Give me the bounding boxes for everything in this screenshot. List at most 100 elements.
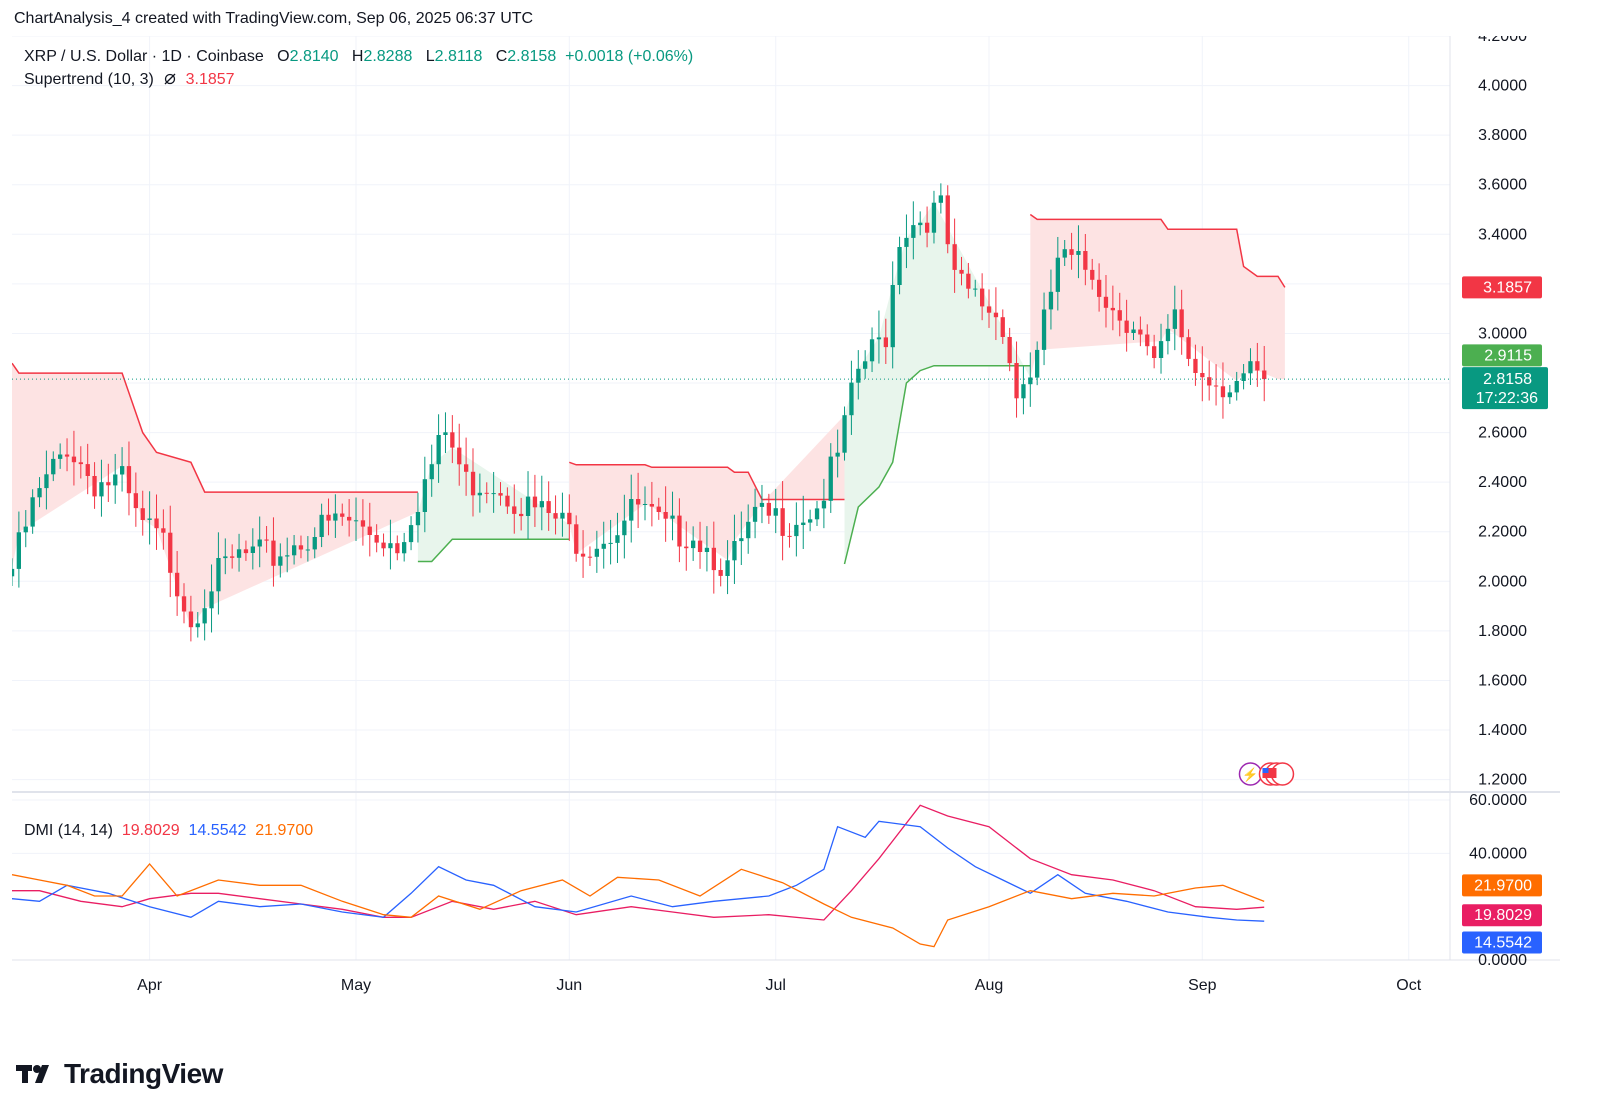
candle-body[interactable] bbox=[422, 479, 427, 512]
candle-body[interactable] bbox=[175, 572, 180, 597]
candle-body[interactable] bbox=[959, 269, 964, 274]
candle-body[interactable] bbox=[869, 339, 875, 362]
candle-body[interactable] bbox=[99, 482, 104, 497]
candle-body[interactable] bbox=[821, 500, 827, 509]
supertrend-label[interactable]: Supertrend (10, 3) bbox=[24, 71, 154, 88]
candle-body[interactable] bbox=[1158, 341, 1164, 358]
candle-body[interactable] bbox=[340, 513, 345, 517]
candle-body[interactable] bbox=[663, 512, 668, 519]
dmi-label[interactable]: DMI (14, 14) bbox=[24, 822, 113, 839]
candle-body[interactable] bbox=[1041, 309, 1047, 350]
candle-body[interactable] bbox=[1000, 317, 1005, 337]
candle-body[interactable] bbox=[1200, 373, 1205, 378]
candle-body[interactable] bbox=[429, 464, 434, 480]
candle-body[interactable] bbox=[484, 492, 489, 494]
candle-body[interactable] bbox=[1241, 373, 1246, 381]
candle-body[interactable] bbox=[23, 526, 28, 533]
candle-body[interactable] bbox=[415, 512, 421, 526]
candle-body[interactable] bbox=[842, 415, 847, 453]
candle-body[interactable] bbox=[505, 495, 510, 507]
candle-body[interactable] bbox=[952, 244, 957, 270]
candle-body[interactable] bbox=[216, 558, 221, 592]
candle-body[interactable] bbox=[450, 432, 455, 448]
candle-body[interactable] bbox=[1110, 307, 1115, 311]
candle-body[interactable] bbox=[181, 596, 187, 612]
candle-body[interactable] bbox=[594, 548, 599, 557]
candle-body[interactable] bbox=[250, 546, 255, 554]
candle-body[interactable] bbox=[642, 504, 648, 505]
candle-body[interactable] bbox=[856, 368, 861, 383]
candle-body[interactable] bbox=[85, 464, 90, 476]
candle-body[interactable] bbox=[209, 591, 214, 609]
candle-body[interactable] bbox=[1124, 320, 1129, 333]
candle-body[interactable] bbox=[986, 306, 992, 313]
candle-body[interactable] bbox=[298, 545, 304, 550]
candle-body[interactable] bbox=[464, 464, 469, 472]
candle-body[interactable] bbox=[71, 456, 77, 463]
candle-body[interactable] bbox=[580, 553, 586, 557]
candle-body[interactable] bbox=[243, 549, 249, 554]
candle-body[interactable] bbox=[236, 549, 242, 558]
symbol-name[interactable]: XRP / U.S. Dollar · 1D · Coinbase bbox=[24, 48, 264, 65]
candle-body[interactable] bbox=[9, 568, 15, 577]
candle-body[interactable] bbox=[773, 508, 778, 516]
candle-body[interactable] bbox=[223, 556, 228, 559]
candle-body[interactable] bbox=[147, 518, 152, 520]
candle-body[interactable] bbox=[911, 225, 916, 238]
candle-body[interactable] bbox=[326, 514, 331, 521]
eye-off-icon[interactable] bbox=[163, 72, 177, 91]
candle-body[interactable] bbox=[120, 466, 125, 475]
candle-body[interactable] bbox=[787, 535, 792, 537]
candle-body[interactable] bbox=[732, 541, 737, 561]
candle-body[interactable] bbox=[1083, 251, 1088, 270]
candle-body[interactable] bbox=[1117, 310, 1122, 321]
candle-body[interactable] bbox=[1021, 384, 1026, 399]
candle-body[interactable] bbox=[567, 512, 572, 525]
candle-body[interactable] bbox=[684, 546, 689, 549]
candle-body[interactable] bbox=[622, 520, 627, 536]
candle-body[interactable] bbox=[498, 493, 503, 496]
candle-body[interactable] bbox=[92, 476, 97, 497]
candle-body[interactable] bbox=[801, 522, 806, 525]
candle-body[interactable] bbox=[1262, 370, 1267, 380]
candle-body[interactable] bbox=[402, 542, 407, 554]
candle-body[interactable] bbox=[51, 458, 56, 475]
candle-body[interactable] bbox=[477, 492, 482, 496]
candle-body[interactable] bbox=[780, 508, 785, 536]
candle-body[interactable] bbox=[525, 496, 531, 516]
candle-body[interactable] bbox=[333, 513, 338, 521]
candle-body[interactable] bbox=[677, 515, 682, 547]
candle-body[interactable] bbox=[539, 501, 544, 508]
candle-body[interactable] bbox=[752, 506, 758, 522]
candle-body[interactable] bbox=[44, 474, 49, 489]
candle-body[interactable] bbox=[271, 540, 276, 566]
candle-body[interactable] bbox=[649, 504, 654, 507]
candle-body[interactable] bbox=[925, 222, 930, 233]
candle-body[interactable] bbox=[1234, 381, 1239, 393]
candle-body[interactable] bbox=[993, 312, 999, 318]
candle-body[interactable] bbox=[292, 545, 297, 556]
candle-body[interactable] bbox=[615, 535, 620, 543]
candle-body[interactable] bbox=[711, 547, 716, 571]
candle-body[interactable] bbox=[931, 202, 937, 233]
candle-body[interactable] bbox=[78, 462, 83, 465]
candle-body[interactable] bbox=[367, 526, 372, 535]
candle-body[interactable] bbox=[133, 493, 138, 509]
candle-body[interactable] bbox=[725, 560, 730, 576]
candle-body[interactable] bbox=[1069, 249, 1074, 255]
candle-body[interactable] bbox=[766, 502, 771, 516]
candle-body[interactable] bbox=[202, 608, 207, 624]
candle-body[interactable] bbox=[814, 508, 820, 520]
candle-body[interactable] bbox=[808, 519, 813, 523]
candle-body[interactable] bbox=[546, 501, 551, 513]
di-minus-line[interactable] bbox=[11, 820, 1265, 922]
candle-body[interactable] bbox=[1227, 392, 1232, 398]
supertrend-up-line[interactable] bbox=[417, 538, 570, 563]
candle-body[interactable] bbox=[64, 454, 70, 457]
candle-body[interactable] bbox=[285, 555, 290, 557]
candle-body[interactable] bbox=[470, 471, 476, 496]
candle-body[interactable] bbox=[704, 547, 710, 552]
candle-body[interactable] bbox=[1213, 385, 1219, 387]
candle-body[interactable] bbox=[319, 514, 324, 537]
candle-body[interactable] bbox=[759, 502, 765, 507]
